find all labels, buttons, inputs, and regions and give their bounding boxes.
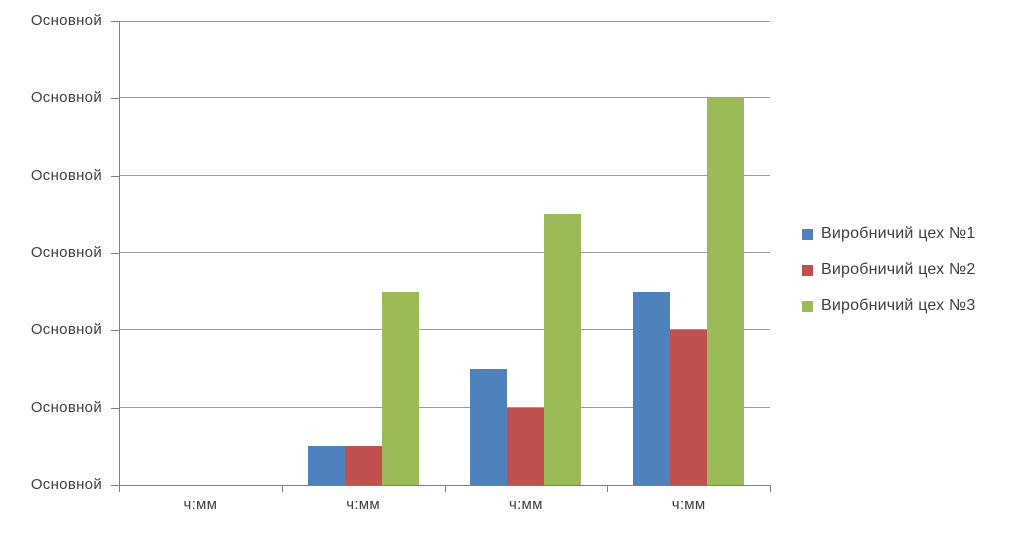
y-axis-tick [111,21,119,22]
x-axis-tick [770,486,771,492]
y-axis-tick-label: Основной [30,12,102,29]
gridline [119,406,770,408]
y-axis-line [119,21,120,485]
bar-series-2 [507,407,545,485]
x-axis-tick [281,486,283,492]
chart-legend: Виробничий цех №1 Виробничий цех №2 Виробн… [802,223,975,331]
bar-series-3 [544,214,582,485]
y-axis-labels: Основной Основной Основной Основной Основной… [6,12,102,493]
y-axis-tick-label: Основной [30,321,102,339]
y-axis-tick-label: Основной [30,244,102,261]
y-axis-tick [111,407,119,409]
legend-marker-icon [802,264,813,276]
bar-series-2 [344,446,382,485]
y-axis-tick [111,485,119,486]
legend-marker-icon [802,228,813,240]
bar-groups [119,21,770,485]
x-axis-line [118,485,771,486]
x-axis-tick-label: ч:мм [183,496,218,513]
y-axis-tick-label: Основной [30,166,102,184]
bar-series-1 [633,291,671,485]
legend-item: Виробничий цех №1 [802,223,975,245]
x-axis-tick-label: ч:мм [508,496,543,513]
y-axis-tick [111,330,119,332]
x-axis-tick-label: ч:мм [346,496,381,513]
legend-item: Виробничий цех №3 [802,295,975,317]
y-axis-tick-label: Основной [30,89,102,107]
x-axis-tick-label: ч:мм [671,496,706,513]
bar-series-2 [670,330,708,485]
x-axis-tick [607,486,609,492]
bar-series-1 [307,446,345,485]
legend-label: Виробничий цех №3 [821,297,976,314]
gridline [119,21,770,22]
gridline [119,329,770,331]
y-axis-tick-label: Основной [30,476,102,493]
x-axis-tick [119,486,120,492]
gridline [119,252,770,253]
y-axis-tick-label: Основной [30,398,102,416]
gridline [119,97,770,99]
bar-group [282,21,445,485]
y-axis-tick [111,253,119,254]
gridline [119,174,770,176]
x-axis-tick [444,486,446,492]
legend-marker-icon [802,300,813,312]
legend-item: Виробничий цех №2 [802,259,975,281]
plot-area [119,21,770,485]
y-axis-tick [111,175,119,177]
bar-group [119,21,282,485]
legend-label: Виробничий цех №2 [821,261,976,278]
y-axis-tick [111,98,119,100]
bar-series-3 [707,98,745,485]
x-axis-labels: ч:мм ч:мм ч:мм ч:мм [119,496,770,518]
legend-label: Виробничий цех №1 [821,225,976,242]
bar-group [445,21,608,485]
bar-group [607,21,770,485]
bar-series-1 [470,369,508,485]
bar-series-3 [381,291,419,485]
